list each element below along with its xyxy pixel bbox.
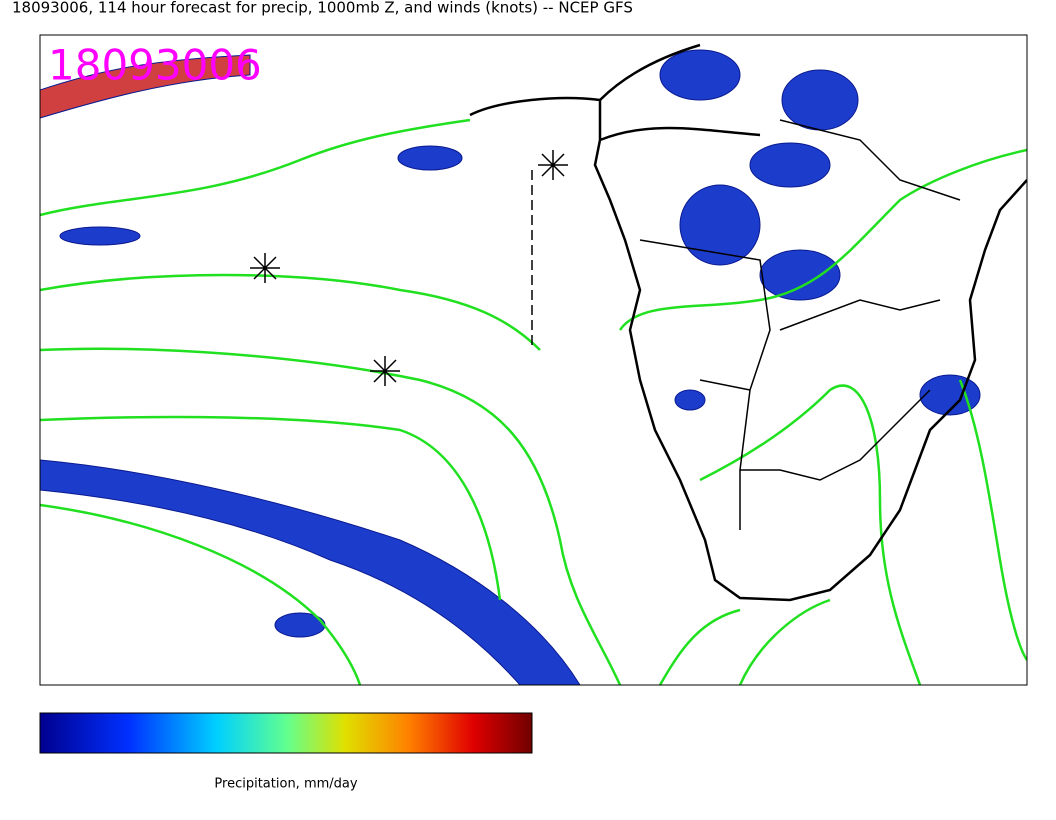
precip-cell (659, 49, 741, 101)
frame (39, 34, 1028, 686)
contour (699, 384, 922, 685)
map: 18093006 (40, 41, 1027, 685)
contour (40, 503, 362, 685)
contour (40, 118, 471, 217)
precip-cell (759, 249, 841, 301)
contour (40, 415, 502, 601)
precip-band (40, 54, 251, 119)
precip (40, 49, 981, 685)
title: 18093006, 114 hour forecast for precip, … (12, 0, 633, 17)
contour (958, 379, 1027, 661)
precip-cell (749, 142, 831, 188)
contour (658, 608, 741, 685)
stamp: 18093006 (48, 41, 262, 90)
precip-cell (781, 69, 859, 131)
contour (40, 347, 622, 685)
borders (639, 119, 961, 530)
markers (250, 150, 568, 386)
precip-cell (679, 184, 761, 266)
precip-cell (59, 226, 141, 246)
precip-cell (674, 389, 706, 411)
coastline (469, 43, 1027, 602)
contours (40, 118, 1027, 685)
colorbar-label: Precipitation, mm/day (214, 777, 357, 792)
colorbar (39, 712, 533, 754)
contour (618, 148, 1027, 331)
precip-cell (397, 145, 463, 171)
contour (738, 598, 831, 685)
precip-band (40, 459, 581, 685)
contour (40, 273, 541, 351)
